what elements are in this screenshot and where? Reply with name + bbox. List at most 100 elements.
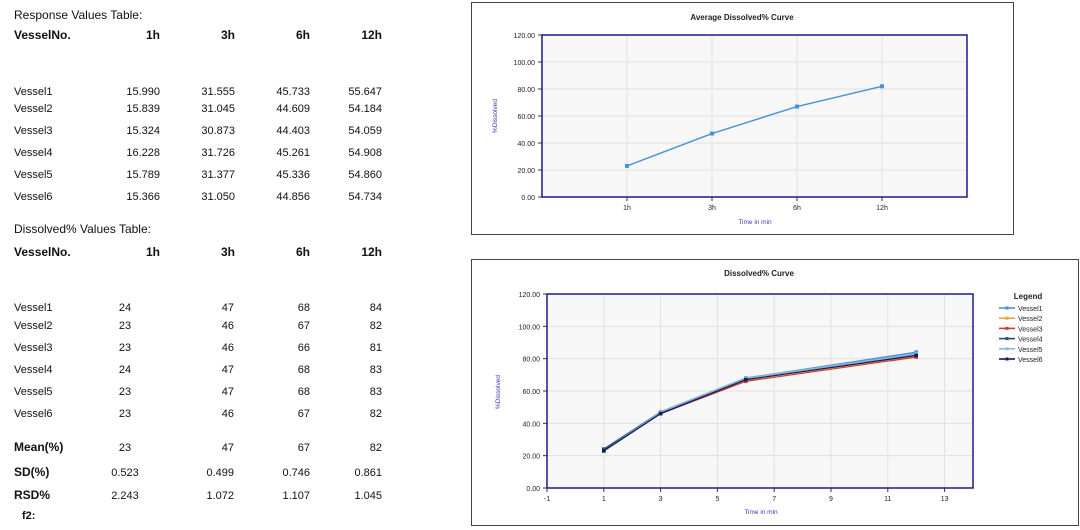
table-cell: 45.336	[276, 169, 310, 181]
y-tick-label: 60.00	[522, 389, 540, 396]
legend-label: Vessel1	[1018, 306, 1043, 313]
table-cell: 54.908	[348, 147, 382, 159]
stat-label: SD(%)	[14, 465, 50, 479]
table-cell: 83	[369, 364, 382, 376]
stat-cell: 1.045	[354, 490, 382, 502]
stat-cell: 0.499	[206, 467, 234, 479]
stat-cell: 47	[221, 442, 234, 454]
legend-marker	[1005, 337, 1009, 341]
table-cell: 82	[369, 408, 382, 420]
table-cell: 44.609	[276, 103, 310, 115]
legend-marker	[1005, 326, 1009, 330]
y-tick-label: 120.00	[514, 33, 536, 40]
row-label: Vessel4	[14, 364, 53, 376]
table-cell: 46	[221, 408, 234, 420]
stat-cell: 0.746	[282, 467, 310, 479]
table-cell: 15.366	[126, 191, 160, 203]
table-cell: 45.261	[276, 147, 310, 159]
x-tick-label: 3	[659, 496, 663, 503]
table-cell: 67	[297, 320, 310, 332]
data-point	[658, 411, 663, 416]
x-tick-label: 7	[772, 496, 776, 503]
legend-marker	[1005, 357, 1009, 361]
table-cell: 15.990	[126, 86, 160, 98]
row-label: Vessel3	[14, 342, 53, 354]
row-label: Vessel4	[14, 147, 53, 159]
table-cell: 31.050	[201, 191, 235, 203]
legend-label: Vessel4	[1018, 337, 1043, 344]
plot-frame	[541, 34, 968, 198]
legend-marker	[1005, 306, 1009, 310]
y-tick-label: 0.00	[521, 195, 535, 202]
table-cell: 45.733	[276, 86, 310, 98]
data-point	[795, 104, 799, 109]
stat-cell: 1.072	[206, 490, 234, 502]
table-cell: 68	[297, 364, 310, 376]
row-label: Vessel6	[14, 408, 53, 420]
table-cell: 30.873	[201, 125, 235, 137]
data-point	[914, 353, 918, 358]
row-label: Vessel5	[14, 386, 53, 398]
table-cell: 54.734	[348, 191, 382, 203]
header-vessel-no: VesselNo.	[14, 245, 71, 259]
y-tick-label: 100.00	[514, 60, 536, 67]
stat-label: RSD%	[14, 488, 51, 502]
dissolved-table-title: Dissolved% Values Table:	[14, 222, 151, 236]
row-label: Vessel2	[14, 103, 53, 115]
header-1h: 1h	[145, 28, 160, 42]
x-tick-label: 3h	[708, 205, 716, 212]
stat-cell: 67	[297, 442, 310, 454]
plot-frame	[546, 293, 974, 489]
table-cell: 66	[297, 342, 310, 354]
row-label: Vessel2	[14, 320, 53, 332]
x-tick-label: 9	[829, 496, 833, 503]
table-cell: 31.377	[201, 169, 235, 181]
table-cell: 15.839	[126, 103, 160, 115]
y-tick-label: 60.00	[517, 114, 535, 121]
table-cell: 31.726	[201, 147, 235, 159]
y-tick-label: 100.00	[519, 324, 541, 331]
table-cell: 68	[297, 302, 310, 314]
stat-cell: 0.523	[111, 467, 139, 479]
row-label: Vessel1	[14, 86, 53, 98]
legend-label: Vessel3	[1018, 326, 1043, 333]
x-tick-label: 1h	[623, 205, 631, 212]
table-cell: 31.555	[201, 86, 235, 98]
table-cell: 46	[221, 320, 234, 332]
stat-cell: 82	[369, 442, 382, 454]
table-cell: 47	[221, 364, 234, 376]
table-cell: 15.324	[126, 125, 160, 137]
y-tick-label: 20.00	[522, 454, 540, 461]
x-tick-label: 12h	[876, 205, 888, 212]
x-tick-label: 13	[941, 496, 949, 503]
table-cell: 68	[297, 386, 310, 398]
data-point	[744, 377, 748, 382]
header-12h: 12h	[361, 245, 382, 259]
header-vessel-no: VesselNo.	[14, 28, 71, 42]
y-tick-label: 0.00	[526, 486, 540, 493]
x-axis-label: Time in min	[738, 219, 772, 226]
table-cell: 24	[118, 302, 132, 314]
row-label: Vessel6	[14, 191, 53, 203]
row-label: Vessel3	[14, 125, 53, 137]
stat-cell: 0.861	[354, 467, 382, 479]
header-12h: 12h	[361, 28, 382, 42]
stat-cell: 1.107	[282, 490, 310, 502]
y-axis-label: %Dissolved	[495, 375, 502, 409]
chart-title: Dissolved% Curve	[724, 269, 794, 278]
table-cell: 47	[221, 386, 234, 398]
table-cell: 67	[297, 408, 310, 420]
data-point	[880, 84, 884, 89]
series-line-average	[626, 85, 883, 167]
stat-cell: 23	[118, 442, 132, 454]
table-cell: 44.403	[276, 125, 310, 137]
table-cell: 47	[221, 302, 234, 314]
y-tick-label: 80.00	[522, 357, 540, 364]
table-cell: 23	[118, 386, 132, 398]
legend-label: Vessel5	[1018, 347, 1043, 354]
table-cell: 16.228	[126, 147, 160, 159]
series-line-vessel5	[603, 353, 917, 452]
table-cell: 84	[369, 302, 382, 314]
average-dissolved-chart-panel: Average Dissolved% Curve 0.00 20.00 40.00 60…	[471, 2, 1014, 235]
y-tick-label: 80.00	[517, 87, 535, 94]
